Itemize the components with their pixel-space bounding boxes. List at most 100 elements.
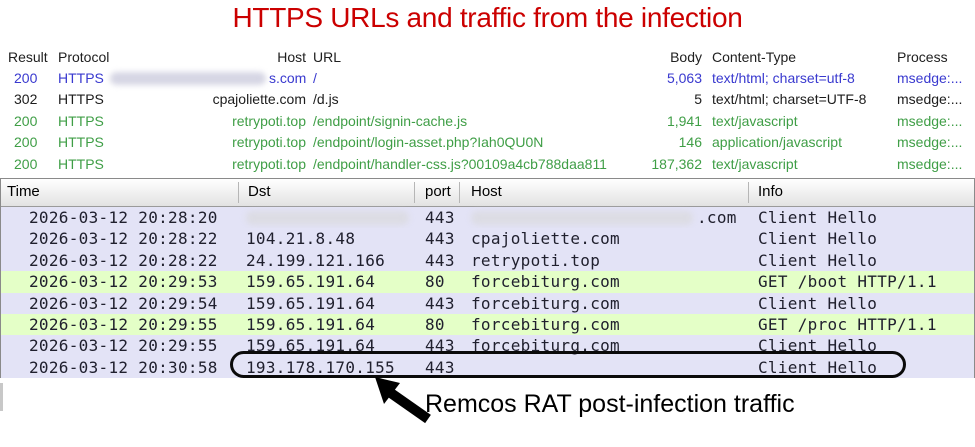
cell-time: 2026-03-12 20:29:54 xyxy=(29,293,218,313)
cell-port: 443 xyxy=(425,250,455,270)
column-header-protocol[interactable]: Protocol xyxy=(58,49,110,65)
cell-process: msedge:... xyxy=(897,134,963,151)
cell-result: 200 xyxy=(14,70,38,86)
cell-info: Client Hello xyxy=(758,250,878,270)
cell-content-type: text/javascript xyxy=(712,155,798,172)
column-header-time[interactable]: Time xyxy=(7,183,40,200)
cell-result: 200 xyxy=(14,155,38,172)
cell-host: retrypoti.top xyxy=(232,155,306,172)
cell-dst: 159.65.191.64 xyxy=(246,272,376,292)
fiddler-session-list: Result Protocol Host URL Body Content-Ty… xyxy=(0,47,975,175)
column-header-host[interactable]: Host xyxy=(471,183,502,200)
cell-port: 80 xyxy=(425,272,445,292)
cell-info: Client Hello xyxy=(758,208,878,227)
column-header-content-type[interactable]: Content-Type xyxy=(712,49,797,65)
fiddler-session-row[interactable]: 200 HTTPS retrypoti.top/endpoint/handler-c… xyxy=(0,154,975,175)
cell-host: forcebiturg.com xyxy=(471,336,620,356)
cell-host: cpajoliette.com xyxy=(212,91,306,108)
cell-dst: 24.199.121.166 xyxy=(246,250,386,270)
column-header-body[interactable]: Body xyxy=(670,49,702,65)
wireshark-rows-container: 2026-03-12 20:28:20 443 .com Client Hello 20… xyxy=(1,207,974,379)
host-visible-fragment: .com xyxy=(697,208,737,227)
column-header-process[interactable]: Process xyxy=(897,49,948,65)
cell-port: 443 xyxy=(425,208,455,227)
column-divider[interactable] xyxy=(459,182,460,203)
packet-row[interactable]: 2026-03-12 20:29:55 159.65.191.64 80 forceb… xyxy=(1,313,974,336)
annotation-arrow-icon xyxy=(375,377,431,424)
packet-row[interactable]: 2026-03-12 20:28:20 443 .com Client Hello xyxy=(1,207,974,229)
cell-time: 2026-03-12 20:28:22 xyxy=(29,229,218,249)
fiddler-rows-container: 200 HTTPS s.com / 5,063 text/html; charset=ut… xyxy=(0,68,975,175)
cell-host: .com xyxy=(471,207,737,228)
cell-protocol: HTTPS xyxy=(58,155,104,172)
cell-content-type: application/javascript xyxy=(712,134,842,151)
fiddler-session-row[interactable]: 302 HTTPS cpajoliette.com/d.js 5 text/html; … xyxy=(0,89,975,110)
column-divider[interactable] xyxy=(414,182,415,203)
cell-dst: 159.65.191.64 xyxy=(246,314,376,334)
cell-content-type: text/html; charset=UTF-8 xyxy=(712,91,867,108)
page-title: HTTPS URLs and traffic from the infectio… xyxy=(232,2,743,33)
column-header-dst[interactable]: Dst xyxy=(248,183,271,200)
scrollbar-fragment[interactable] xyxy=(0,383,3,411)
cell-process: msedge:... xyxy=(897,91,963,108)
packet-row[interactable]: 2026-03-12 20:28:22 24.199.121.166 443 retr… xyxy=(1,249,974,272)
cell-time: 2026-03-12 20:28:20 xyxy=(29,208,218,227)
cell-url: /d.js xyxy=(313,91,339,108)
cell-time: 2026-03-12 20:29:55 xyxy=(29,336,218,356)
fiddler-header-row: Result Protocol Host URL Body Content-Ty… xyxy=(0,47,975,68)
cell-host: s.com xyxy=(110,68,306,89)
cell-port: 443 xyxy=(425,229,455,249)
cell-body: 146 xyxy=(678,134,702,151)
cell-url: / xyxy=(313,70,317,86)
cell-result: 200 xyxy=(14,134,38,151)
column-header-host[interactable]: Host xyxy=(277,49,306,65)
column-header-result[interactable]: Result xyxy=(8,49,48,65)
cell-info: Client Hello xyxy=(758,336,878,356)
column-header-port[interactable]: port xyxy=(425,183,451,200)
packet-row[interactable]: 2026-03-12 20:28:22 104.21.8.48 443 cpajoli… xyxy=(1,228,974,250)
column-header-url[interactable]: URL xyxy=(313,49,342,65)
cell-dst: 104.21.8.48 xyxy=(246,229,356,249)
fiddler-session-row[interactable]: 200 HTTPS retrypoti.top/endpoint/login-ass… xyxy=(0,132,975,153)
cell-result: 302 xyxy=(14,91,38,108)
cell-time: 2026-03-12 20:29:55 xyxy=(29,314,218,334)
highlight-oval xyxy=(230,351,906,378)
cell-dst: 193.178.170.155 xyxy=(246,357,395,377)
column-header-info[interactable]: Info xyxy=(758,183,784,200)
cell-process: msedge:... xyxy=(897,112,963,129)
host-visible-fragment: s.com xyxy=(269,70,307,86)
cell-port: 80 xyxy=(425,314,445,334)
fiddler-session-row[interactable]: 200 HTTPS s.com / 5,063 text/html; charset=ut… xyxy=(0,68,975,89)
cell-protocol: HTTPS xyxy=(58,70,104,86)
cell-body: 5,063 xyxy=(666,70,702,86)
cell-info: Client Hello xyxy=(758,357,878,377)
cell-host: forcebiturg.com xyxy=(471,293,620,313)
cell-info: GET /boot HTTP/1.1 xyxy=(758,272,937,292)
cell-dst: 159.65.191.64 xyxy=(246,336,376,356)
cell-port: 443 xyxy=(425,293,455,313)
cell-url: /endpoint/login-asset.php?Iah0QU0N xyxy=(313,134,544,151)
cell-url: /endpoint/signin-cache.js xyxy=(313,112,468,129)
cell-body: 1,941 xyxy=(666,112,702,129)
cell-process: msedge:... xyxy=(897,70,963,86)
cell-result: 200 xyxy=(14,112,38,129)
fiddler-session-row[interactable]: 200 HTTPS retrypoti.top/endpoint/signin-ca… xyxy=(0,111,975,132)
cell-info: GET /proc HTTP/1.1 xyxy=(758,314,937,334)
cell-time: 2026-03-12 20:30:58 xyxy=(29,357,218,377)
column-divider[interactable] xyxy=(748,182,749,203)
cell-info: Client Hello xyxy=(758,229,878,249)
redaction-blur xyxy=(110,71,266,85)
cell-host: retrypoti.top xyxy=(232,134,306,151)
packet-row[interactable]: 2026-03-12 20:29:54 159.65.191.64 443 force… xyxy=(1,292,974,314)
redaction-blur xyxy=(246,210,409,225)
cell-host: retrypoti.top xyxy=(232,112,306,129)
packet-row[interactable]: 2026-03-12 20:29:53 159.65.191.64 80 forceb… xyxy=(1,271,974,293)
annotation-label: Remcos RAT post-infection traffic xyxy=(425,390,795,418)
column-divider[interactable] xyxy=(238,182,239,203)
redaction-blur xyxy=(471,210,693,225)
cell-host: forcebiturg.com xyxy=(471,272,620,292)
cell-host: retrypoti.top xyxy=(471,250,601,270)
cell-url: /endpoint/handler-css.js?00109a4cb788daa… xyxy=(313,155,607,172)
cell-dst: 159.65.191.64 xyxy=(246,293,376,313)
